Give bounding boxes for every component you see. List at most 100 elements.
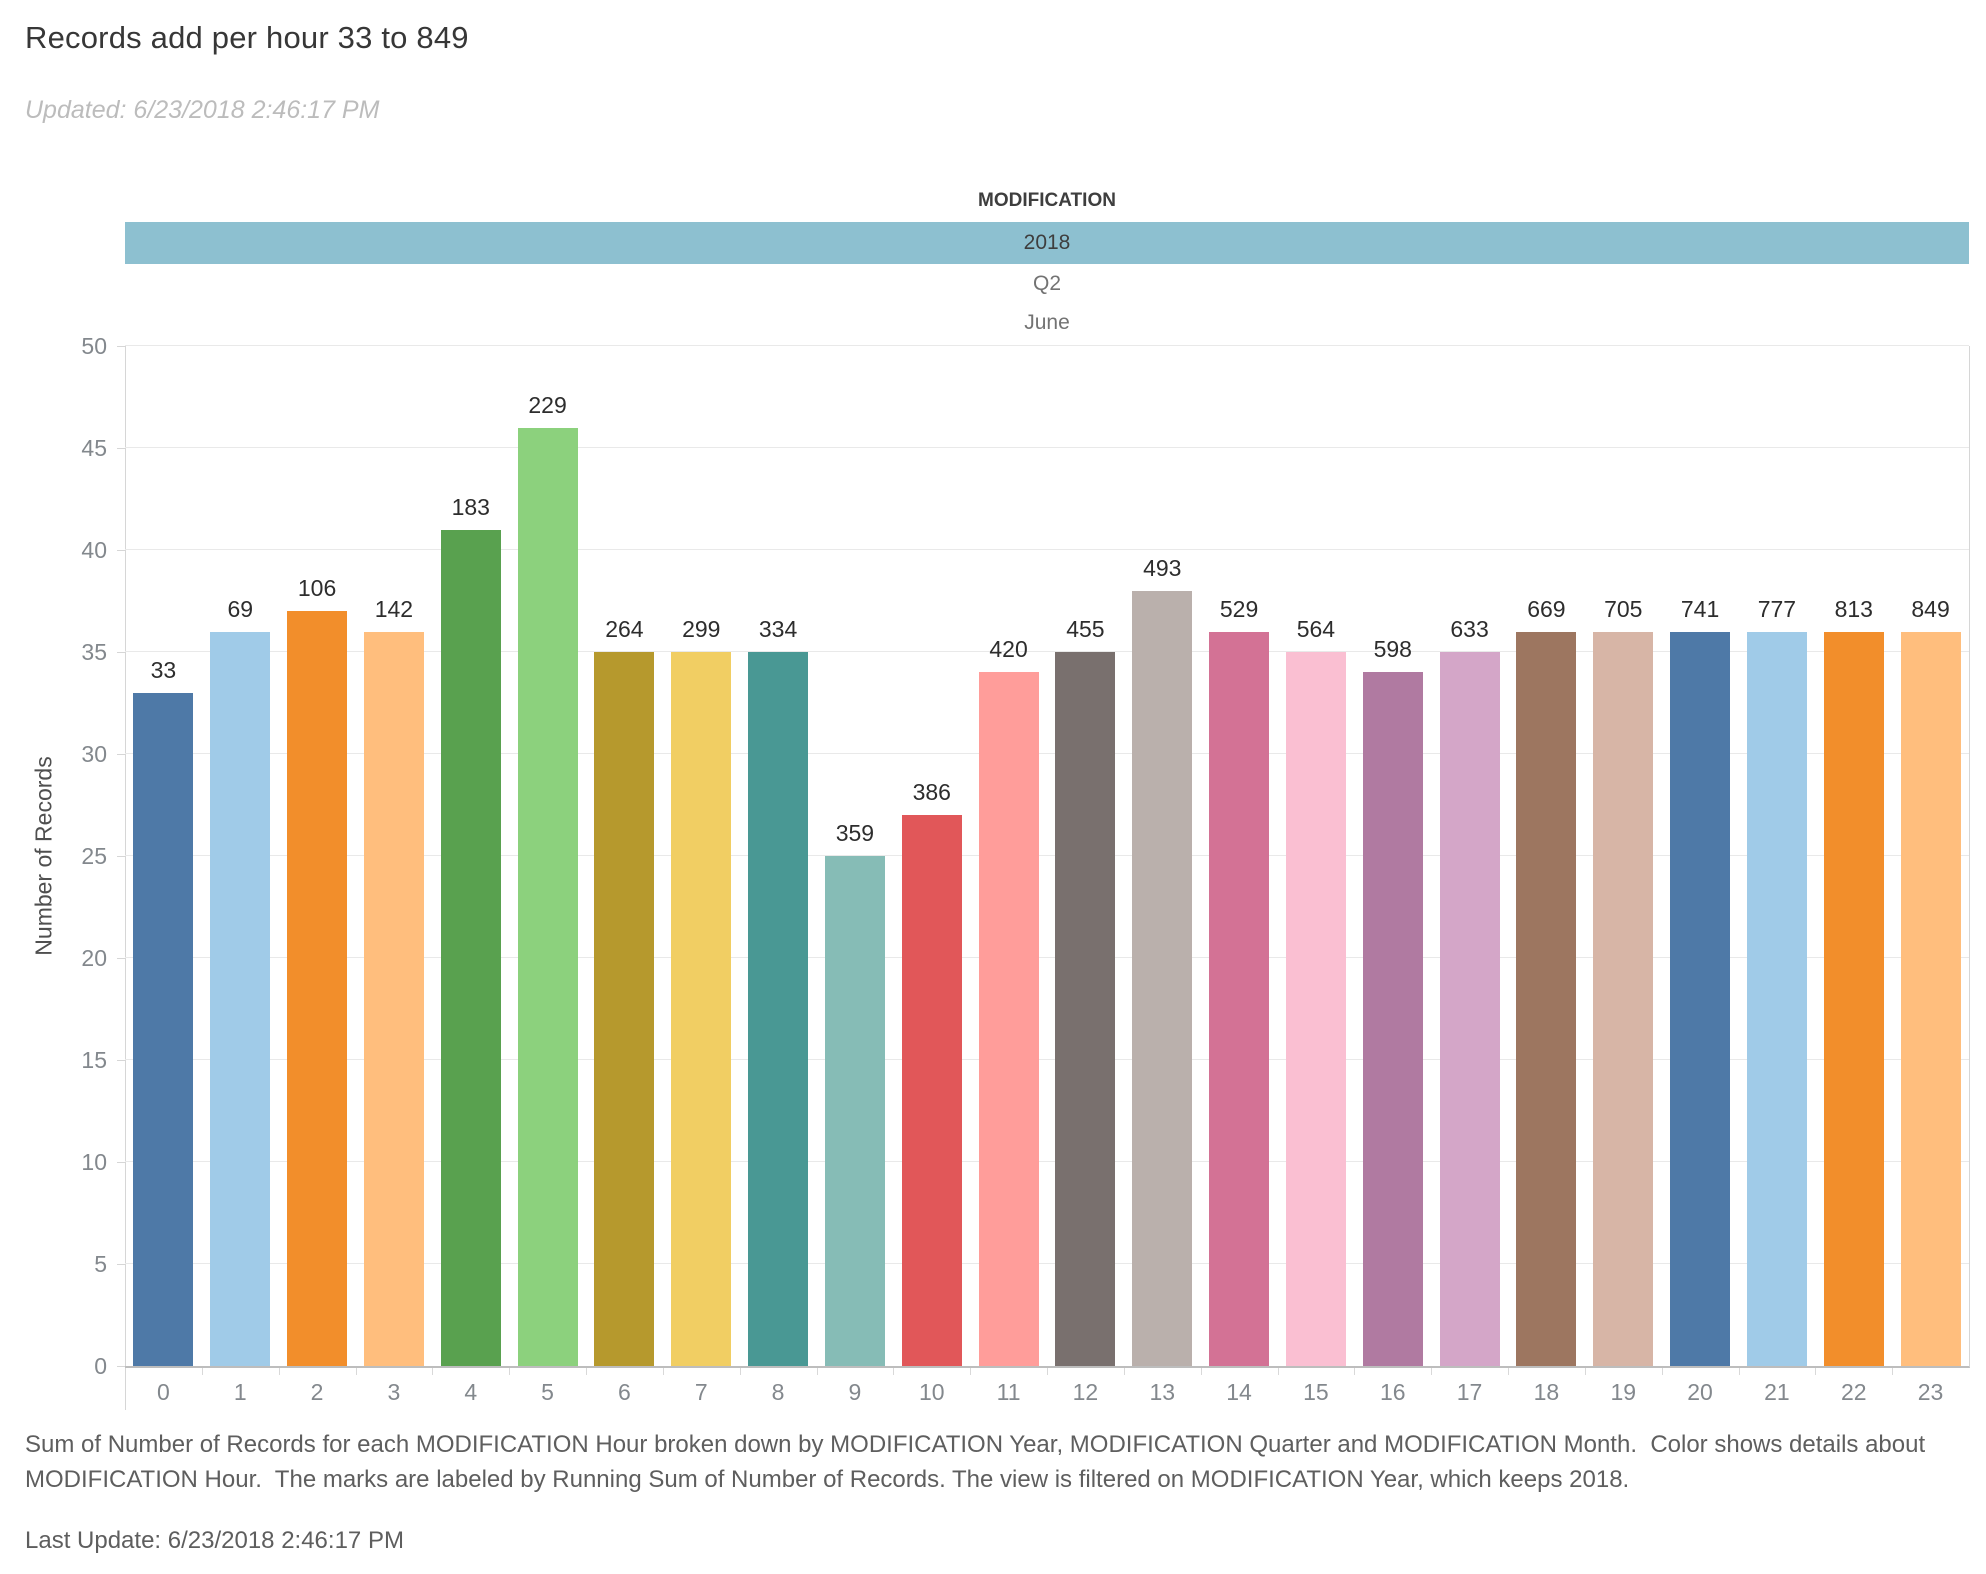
bar-hour-6[interactable]: [594, 652, 655, 1366]
x-tick-label: 15: [1303, 1379, 1329, 1405]
month-label: June: [1024, 311, 1070, 334]
bar-value-label: 264: [605, 616, 644, 642]
bar-hour-17[interactable]: [1439, 652, 1500, 1366]
bar-hour-8[interactable]: [748, 652, 809, 1366]
y-tick-mark: [117, 856, 125, 857]
bar-hour-3[interactable]: [363, 631, 424, 1366]
gridline: [125, 549, 1969, 550]
x-tick-label: 5: [541, 1379, 554, 1405]
bar-hour-23[interactable]: [1900, 631, 1961, 1366]
bar-hour-4[interactable]: [440, 529, 501, 1366]
x-tick-label: 8: [771, 1379, 785, 1405]
bar-hour-19[interactable]: [1593, 631, 1654, 1366]
updated-timestamp: Updated: 6/23/2018 2:46:17 PM: [25, 96, 380, 124]
x-tick-mark: [893, 1368, 895, 1375]
bar-value-label: 334: [758, 616, 798, 642]
bar-hour-1[interactable]: [210, 631, 271, 1366]
bar-hour-15[interactable]: [1285, 652, 1346, 1366]
x-tick-label: 6: [618, 1379, 631, 1405]
y-axis: 0 5 10 15 20 25 30 35 40 45 50: [0, 333, 125, 1379]
y-tick-mark: [117, 958, 125, 959]
x-tick-mark: [1815, 1368, 1817, 1375]
x-tick-mark: [1892, 1368, 1894, 1375]
plot-area: 33 69 106 142 183 229 264 299 334 359 386 420 455 493…: [125, 345, 1970, 1375]
bar-value-label: 142: [374, 595, 414, 622]
x-tick-label: 0: [157, 1379, 170, 1405]
y-tick-label: 25: [81, 843, 107, 869]
y-tick-mark: [117, 1264, 125, 1265]
chart-caption: Sum of Number of Records for each MODIFI…: [25, 1431, 1932, 1493]
bar-hour-12[interactable]: [1055, 652, 1116, 1366]
bar-hour-18[interactable]: [1516, 631, 1577, 1366]
x-tick-mark: [432, 1368, 434, 1375]
x-tick-label: 4: [464, 1379, 478, 1405]
gridline: [125, 1161, 1969, 1162]
column-field-header: MODIFICATION: [978, 190, 1116, 211]
x-tick-mark: [1354, 1368, 1356, 1375]
y-tick-mark: [117, 346, 125, 347]
bar-hour-9[interactable]: [824, 856, 885, 1366]
bar-value-label: 633: [1450, 616, 1489, 642]
bar-hour-5[interactable]: [517, 427, 578, 1366]
bar-value-label: 33: [150, 656, 177, 683]
gridline: [125, 447, 1969, 448]
x-tick-label: 9: [848, 1379, 862, 1405]
bar-hour-16[interactable]: [1362, 672, 1423, 1366]
x-tick-label: 10: [918, 1379, 945, 1405]
gridline: [125, 957, 1969, 958]
bar-hour-21[interactable]: [1746, 631, 1807, 1366]
y-tick-label: 45: [81, 435, 107, 461]
y-tick-label: 50: [81, 333, 107, 359]
bar-value-label: 183: [451, 493, 490, 520]
x-tick-label: 12: [1072, 1379, 1099, 1405]
gridline: [125, 345, 1969, 346]
x-axis: 0 1 2 3 4 5 6 7 8 9 10 11 12 13 14 15 16 17 18 19 20 21 22 23: [125, 1379, 1969, 1413]
bar-value-label: 359: [835, 820, 875, 846]
bar-hour-7[interactable]: [671, 652, 732, 1366]
x-tick-label: 14: [1226, 1379, 1252, 1405]
bar-hour-22[interactable]: [1823, 631, 1884, 1366]
x-tick-mark: [1431, 1368, 1433, 1375]
y-tick-label: 20: [81, 945, 107, 971]
last-update: Last Update: 6/23/2018 2:46:17 PM: [25, 1527, 404, 1554]
bar-hour-14[interactable]: [1209, 631, 1270, 1366]
y-tick-mark: [117, 1366, 125, 1367]
bar-value-label: 705: [1604, 595, 1643, 622]
x-tick-mark: [1508, 1368, 1509, 1375]
x-tick-mark: [1277, 1368, 1279, 1375]
bar-hour-2[interactable]: [287, 611, 348, 1366]
year-label: 2018: [1023, 231, 1071, 254]
x-tick-mark: [201, 1368, 203, 1375]
bar-hour-0[interactable]: [133, 692, 194, 1366]
y-tick-label: 35: [81, 639, 107, 665]
bar-value-label: 299: [682, 616, 721, 642]
x-tick-label: 23: [1917, 1379, 1944, 1405]
y-tick-label: 0: [94, 1353, 107, 1379]
bar-value-label: 420: [989, 636, 1028, 663]
y-tick-label: 5: [94, 1251, 107, 1277]
bar-hour-10[interactable]: [901, 815, 962, 1366]
x-tick-label: 13: [1149, 1379, 1176, 1405]
x-tick-mark: [1200, 1368, 1202, 1375]
x-tick-label: 11: [996, 1379, 1021, 1405]
bar-hour-13[interactable]: [1132, 590, 1193, 1366]
quarter-label: Q2: [1032, 272, 1061, 295]
x-tick-label: 7: [694, 1379, 708, 1405]
bar-hour-20[interactable]: [1670, 631, 1731, 1366]
x-tick-mark: [816, 1368, 818, 1375]
bar-value-label: 598: [1373, 636, 1412, 663]
bar-value-label: 529: [1219, 595, 1259, 622]
page-title: Records add per hour 33 to 849: [25, 20, 469, 55]
bar-hour-11[interactable]: [978, 672, 1039, 1366]
x-tick-mark: [970, 1368, 972, 1375]
x-tick-label: 1: [233, 1379, 247, 1405]
y-tick-label: 40: [81, 537, 107, 563]
y-tick-mark: [117, 1162, 125, 1163]
gridline: [125, 855, 1969, 856]
x-tick-label: 20: [1687, 1379, 1713, 1405]
x-tick-label: 3: [387, 1379, 401, 1405]
y-tick-mark: [117, 448, 125, 449]
y-tick-mark: [117, 550, 125, 551]
x-tick-mark: [1047, 1368, 1048, 1375]
bar-value-label: 493: [1143, 554, 1182, 581]
